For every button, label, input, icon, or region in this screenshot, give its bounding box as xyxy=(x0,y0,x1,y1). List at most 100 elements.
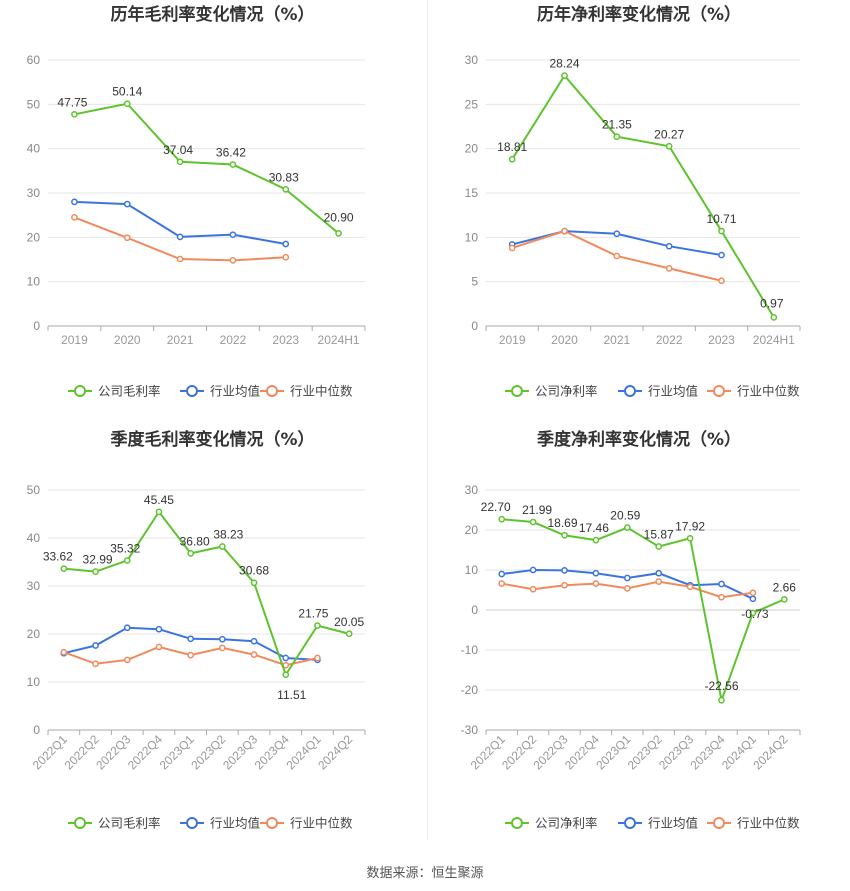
chart-svg: 季度毛利率变化情况（%）010203040502022Q12022Q22022Q… xyxy=(27,429,366,831)
data-label: -0.73 xyxy=(741,607,769,621)
legend-swatch-marker xyxy=(186,385,198,397)
data-label: 22.70 xyxy=(481,500,511,514)
legend-swatch-marker xyxy=(713,817,725,829)
x-tick-label: 2020 xyxy=(551,333,578,347)
data-point-median xyxy=(655,578,663,585)
data-label: 17.46 xyxy=(579,521,609,535)
legend-label: 行业中位数 xyxy=(737,816,800,831)
legend-label: 公司毛利率 xyxy=(98,816,161,831)
y-tick-label: 25 xyxy=(465,97,479,111)
legend-label: 行业中位数 xyxy=(290,816,353,831)
data-point-median xyxy=(60,648,68,656)
data-label: 36.80 xyxy=(180,534,210,548)
data-point-avg xyxy=(123,624,131,632)
y-tick-label: 20 xyxy=(465,523,479,537)
y-tick-label: 30 xyxy=(465,483,479,497)
y-tick-label: 40 xyxy=(27,142,41,156)
data-point-avg xyxy=(219,635,226,643)
legend-label: 公司净利率 xyxy=(535,816,598,831)
legend-label: 行业中位数 xyxy=(290,384,353,399)
legend-label: 行业均值 xyxy=(648,384,698,399)
legend-swatch-marker xyxy=(713,385,725,397)
series-line-company xyxy=(511,73,775,318)
data-point-avg xyxy=(71,198,78,206)
data-label: 20.59 xyxy=(610,509,640,523)
data-point-avg xyxy=(613,230,621,238)
data-label: 50.14 xyxy=(112,85,142,99)
data-label: 21.75 xyxy=(298,607,328,621)
legend-label: 行业中位数 xyxy=(737,384,800,399)
data-label: 17.92 xyxy=(675,519,705,533)
series-line-company xyxy=(63,510,350,678)
legend-label: 行业均值 xyxy=(210,816,260,831)
data-point-median xyxy=(176,255,184,263)
legend-label: 公司净利率 xyxy=(535,384,598,399)
legend-label: 行业均值 xyxy=(648,816,698,831)
chart-annual-gross-margin: 历年毛利率变化情况（%） 0 10 20 30 40 50 60 2019 2020 2021 202… xyxy=(0,0,425,420)
data-label: 18.69 xyxy=(547,516,577,530)
data-point-median xyxy=(623,585,631,592)
y-tick-label: 30 xyxy=(465,53,479,67)
data-label: 0.97 xyxy=(760,296,784,310)
data-point-median xyxy=(71,214,78,221)
data-point-avg xyxy=(92,642,99,649)
data-point-median xyxy=(686,583,694,591)
data-label: 10.71 xyxy=(706,212,736,226)
data-label: 20.27 xyxy=(654,127,684,141)
data-point-company xyxy=(561,531,568,539)
data-label: 37.04 xyxy=(163,143,193,157)
data-label: 20.90 xyxy=(324,210,354,224)
x-tick-label: 2023 xyxy=(708,333,735,347)
chart-title: 历年净利率变化情况（%） xyxy=(537,4,741,25)
data-point-median xyxy=(718,277,725,285)
data-point-company xyxy=(92,568,99,575)
data-source-note: 数据来源：恒生聚源 xyxy=(366,866,484,881)
data-point-company xyxy=(665,142,673,150)
data-label: 18.81 xyxy=(497,140,527,154)
data-point-median xyxy=(123,234,131,242)
data-label: 15.87 xyxy=(644,528,674,542)
legend-swatch-marker xyxy=(186,817,198,829)
data-label: 47.75 xyxy=(57,95,87,109)
data-point-avg xyxy=(655,569,663,577)
data-point-median xyxy=(498,580,506,587)
data-point-company xyxy=(718,227,725,235)
chart-annual-net-margin: 历年净利率变化情况（%） 0 5 10 15 20 25 30 2019 2020 2021 2022… xyxy=(428,0,850,420)
y-tick-label: 40 xyxy=(27,531,41,545)
data-point-avg xyxy=(718,251,725,259)
data-point-avg xyxy=(529,566,537,574)
x-tick-label: 2020 xyxy=(114,333,141,347)
legend-swatch-marker xyxy=(624,817,636,829)
data-label: 11.51 xyxy=(277,688,306,702)
data-point-company xyxy=(219,543,226,550)
x-tick-label: 2024Q2 xyxy=(315,732,355,772)
data-point-median xyxy=(561,227,568,235)
data-label: 2.66 xyxy=(773,580,797,594)
y-tick-label: 10 xyxy=(27,675,41,689)
data-point-avg xyxy=(282,654,290,662)
data-label: 36.42 xyxy=(216,146,246,160)
data-point-company xyxy=(314,622,321,629)
data-point-median xyxy=(155,643,163,651)
x-tick-label: 2023 xyxy=(272,333,299,347)
y-tick-label: 50 xyxy=(27,483,41,497)
y-tick-label: 20 xyxy=(27,230,41,244)
data-point-company xyxy=(123,557,131,564)
data-point-median xyxy=(613,252,621,260)
legend-swatch-marker xyxy=(266,817,278,829)
data-point-company xyxy=(155,508,163,516)
y-tick-label: 10 xyxy=(465,563,479,577)
data-point-avg xyxy=(718,580,725,588)
data-point-company xyxy=(123,100,131,108)
data-point-median xyxy=(123,656,131,664)
x-tick-label: 2021 xyxy=(167,333,194,347)
data-point-median xyxy=(665,265,673,272)
data-point-company xyxy=(613,133,621,141)
y-tick-label: 60 xyxy=(27,53,41,67)
legend-label: 公司毛利率 xyxy=(98,384,161,399)
y-tick-label: 30 xyxy=(27,186,41,200)
data-point-company xyxy=(623,524,631,531)
chart-title: 季度毛利率变化情况（%） xyxy=(110,429,314,450)
x-tick-label: 2022 xyxy=(220,333,247,347)
data-point-avg xyxy=(498,570,506,578)
